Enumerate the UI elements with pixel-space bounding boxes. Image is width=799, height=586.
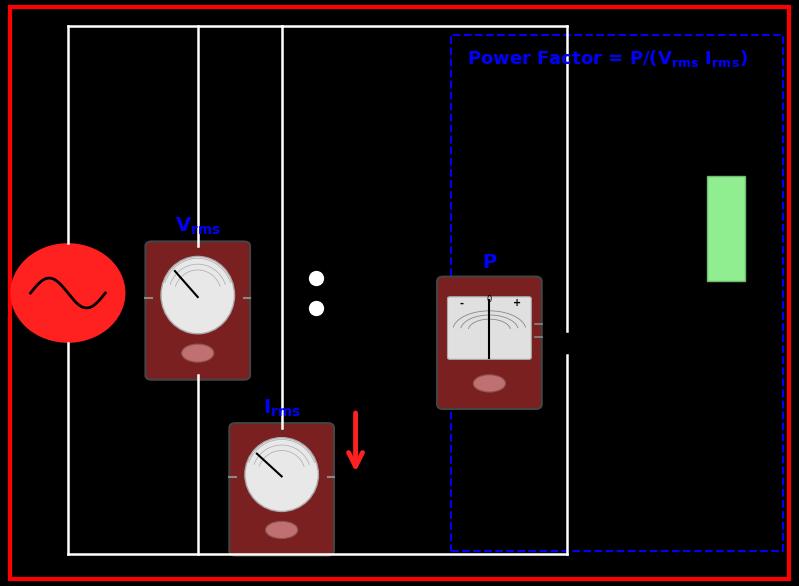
Ellipse shape — [265, 522, 298, 539]
Ellipse shape — [181, 344, 214, 362]
Bar — [451, 35, 783, 551]
Ellipse shape — [473, 375, 506, 392]
Text: P: P — [483, 254, 496, 272]
Ellipse shape — [244, 438, 318, 512]
Text: +: + — [513, 298, 521, 308]
Ellipse shape — [161, 257, 235, 334]
FancyBboxPatch shape — [229, 423, 334, 556]
Text: $\mathbf{V_{rms}}$: $\mathbf{V_{rms}}$ — [175, 216, 221, 237]
Ellipse shape — [10, 243, 125, 343]
Text: 0: 0 — [487, 295, 492, 304]
Text: -: - — [459, 298, 463, 308]
FancyBboxPatch shape — [447, 297, 531, 359]
FancyBboxPatch shape — [437, 277, 542, 409]
Bar — [707, 176, 745, 281]
Text: $\mathbf{I_{rms}}$: $\mathbf{I_{rms}}$ — [263, 398, 300, 419]
Text: Power Factor = P/(V$_{\mathbf{rms}}$ I$_{\mathbf{rms}}$): Power Factor = P/(V$_{\mathbf{rms}}$ I$_… — [467, 48, 748, 69]
FancyBboxPatch shape — [145, 241, 250, 380]
